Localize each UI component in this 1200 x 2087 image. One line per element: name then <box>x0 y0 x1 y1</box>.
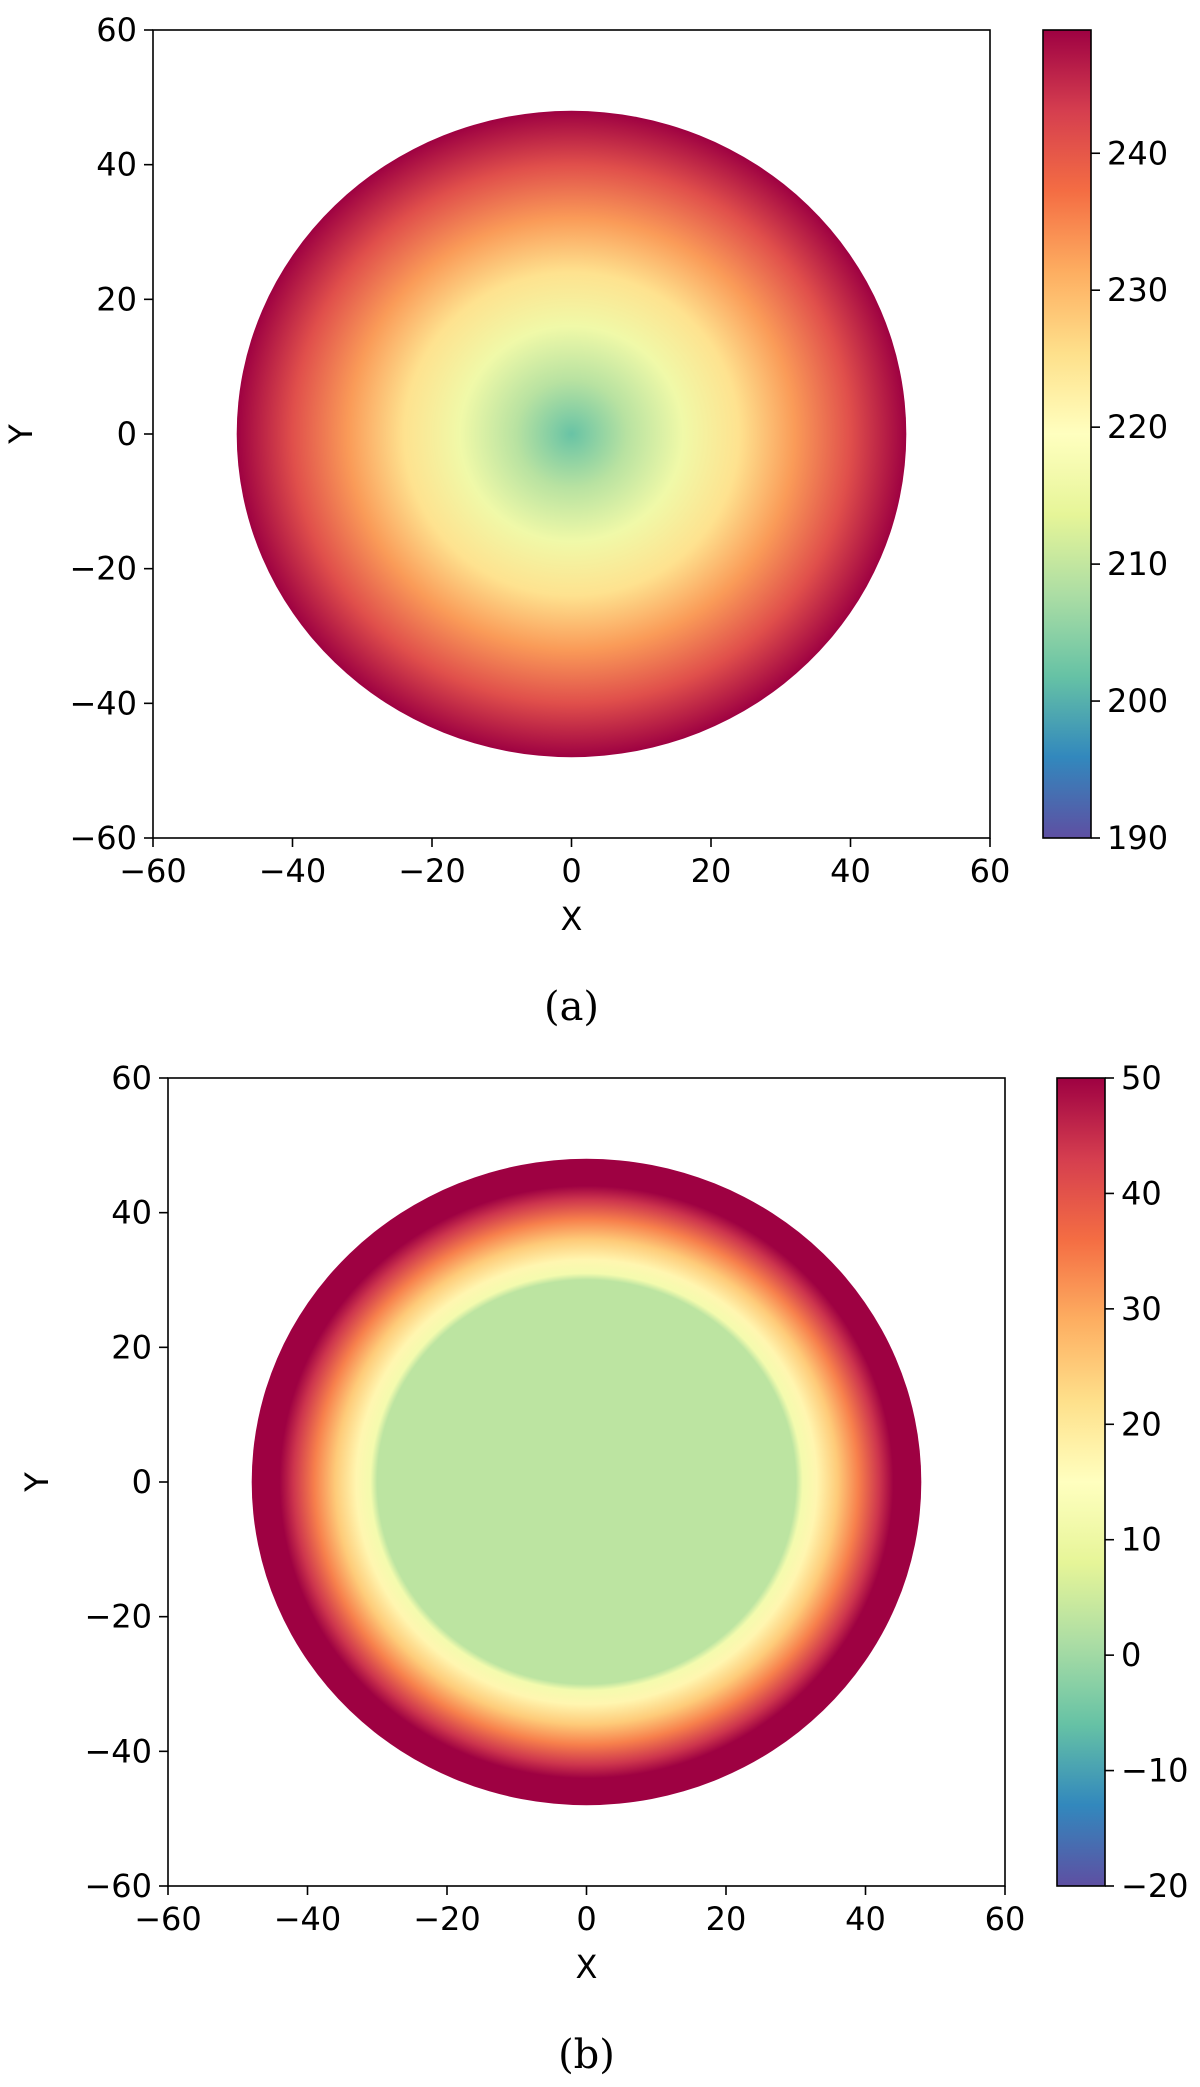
colorbar-tick-label: 190 <box>1107 819 1168 857</box>
colorbar-tick-label: −20 <box>1121 1867 1189 1905</box>
heatmap-disk-b <box>251 1158 922 1806</box>
colorbar-gradient <box>1042 29 1092 839</box>
x-axis-label-b: X <box>576 1948 598 1986</box>
colorbar-a: 190 200 210 220 230 240 <box>1042 29 1168 857</box>
colorbar-tick-label: 0 <box>1121 1636 1141 1674</box>
caption-a: (a) <box>544 984 599 1030</box>
axis-ticks-b: −60 −40 −20 0 20 40 60 −60 −40 −20 0 20 40 60 <box>84 1059 1025 1938</box>
colorbar-tick-label: 20 <box>1121 1405 1162 1443</box>
y-tick-label: 40 <box>96 146 137 184</box>
x-tick-label: 60 <box>970 852 1011 890</box>
y-tick-label: 0 <box>132 1463 152 1501</box>
colorbar-tick-label: 230 <box>1107 271 1168 309</box>
y-tick-label: −40 <box>84 1732 152 1770</box>
colorbar-tick-label: 40 <box>1121 1174 1162 1212</box>
colorbar-tick-label: 30 <box>1121 1290 1162 1328</box>
y-tick-label: 20 <box>111 1328 152 1366</box>
y-tick-label: 40 <box>111 1194 152 1232</box>
x-tick-label: −60 <box>134 1900 202 1938</box>
x-tick-label: −40 <box>259 852 327 890</box>
x-tick-label: −20 <box>413 1900 481 1938</box>
x-tick-label: −20 <box>398 852 466 890</box>
y-axis-label-a: Y <box>2 424 40 445</box>
x-tick-label: 20 <box>706 1900 747 1938</box>
y-tick-label: −20 <box>69 550 137 588</box>
x-tick-label: 0 <box>561 852 581 890</box>
y-tick-label: −40 <box>69 684 137 722</box>
y-tick-label: 60 <box>96 11 137 49</box>
y-tick-label: −20 <box>84 1598 152 1636</box>
x-tick-label: −40 <box>274 1900 342 1938</box>
colorbar-tick-label: 200 <box>1107 682 1168 720</box>
y-axis-label-b: Y <box>18 1472 56 1493</box>
x-tick-label: 60 <box>985 1900 1026 1938</box>
colorbar-tick-label: −10 <box>1121 1752 1189 1790</box>
y-tick-label: −60 <box>84 1867 152 1905</box>
x-tick-label: 40 <box>830 852 871 890</box>
y-tick-label: −60 <box>69 819 137 857</box>
caption-b: (b) <box>558 2032 615 2078</box>
x-tick-label: −60 <box>119 852 187 890</box>
x-tick-label: 0 <box>576 1900 596 1938</box>
axis-ticks-a: −60 −40 −20 0 20 40 60 −60 −40 −20 0 20 40 60 <box>69 11 1010 890</box>
panel-b: −60 −40 −20 0 20 40 60 −60 −40 −20 0 20 40 60 −20 −10 0… <box>18 1059 1189 2078</box>
panel-a: −60 −40 −20 0 20 40 60 −60 −40 −20 0 20 40 60 190 200 2… <box>2 11 1168 1030</box>
colorbar-tick-label: 220 <box>1107 408 1168 446</box>
heatmap-disk-a <box>236 110 907 758</box>
x-tick-label: 20 <box>691 852 732 890</box>
heatmap-disk <box>251 1158 922 1806</box>
colorbar-tick-label: 210 <box>1107 545 1168 583</box>
colorbar-tick-label: 10 <box>1121 1521 1162 1559</box>
y-tick-label: 60 <box>111 1059 152 1097</box>
y-tick-label: 0 <box>117 415 137 453</box>
x-axis-label-a: X <box>561 900 583 938</box>
colorbar-tick-label: 240 <box>1107 134 1168 172</box>
heatmap-disk <box>236 110 907 758</box>
colorbar-tick-label: 50 <box>1121 1059 1162 1097</box>
colorbar-gradient <box>1056 1077 1106 1887</box>
x-tick-label: 40 <box>845 1900 886 1938</box>
y-tick-label: 20 <box>96 280 137 318</box>
colorbar-b: −20 −10 0 10 20 30 40 50 <box>1056 1059 1189 1905</box>
